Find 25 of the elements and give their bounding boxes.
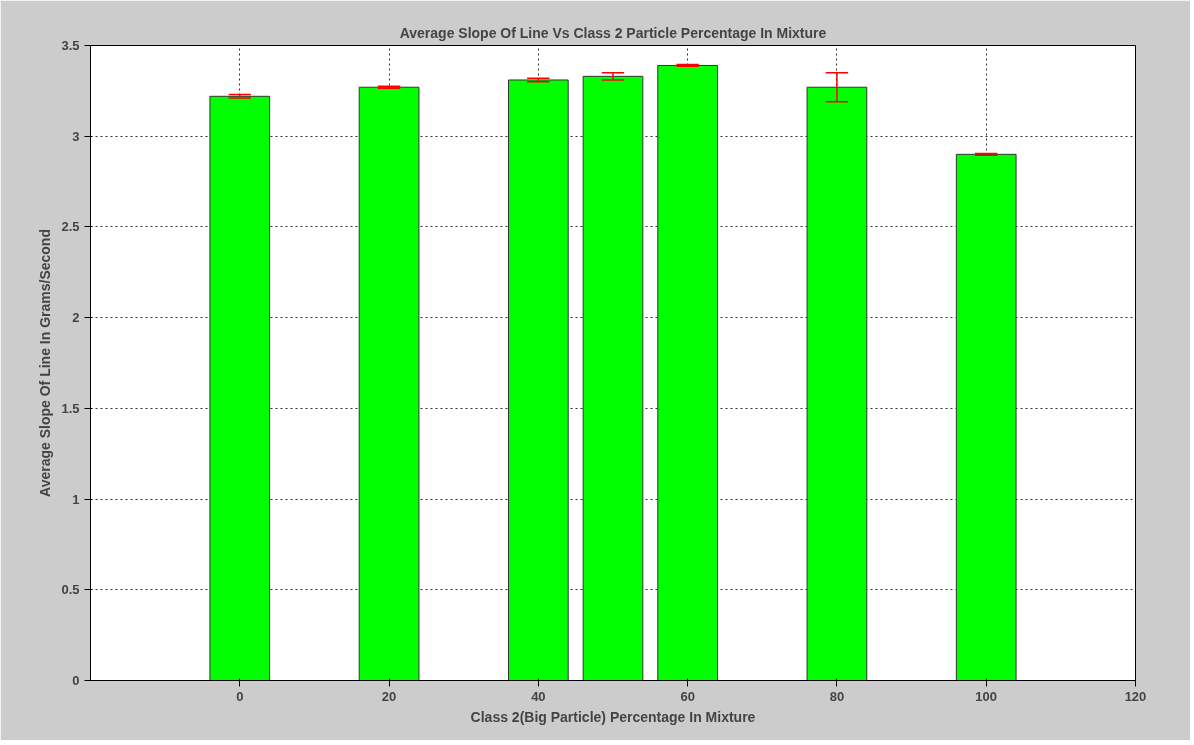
x-tick-label: 20: [381, 688, 397, 704]
y-tick-label: 2: [72, 310, 80, 326]
x-tick-label: 120: [1124, 688, 1147, 704]
y-tick-label: 3.5: [61, 38, 80, 53]
x-tick-label: 60: [680, 688, 695, 704]
y-tick-label: 1: [72, 491, 80, 507]
y-tick-label: 2.5: [61, 219, 80, 235]
bar: [358, 86, 420, 681]
bar: [955, 153, 1017, 681]
y-tick-label: 0: [72, 673, 80, 688]
y-tick-label: 0.5: [61, 582, 80, 598]
bar: [582, 75, 644, 681]
x-tick-label: 80: [829, 688, 845, 704]
x-axis-title: Class 2(Big Particle) Percentage In Mixture: [470, 708, 756, 725]
bar: [657, 64, 718, 681]
x-tick-label: 0: [236, 688, 244, 704]
chart-title: Average Slope Of Line Vs Class 2 Particle Percentage In Mixture: [399, 24, 827, 41]
y-axis-title: Average Slope Of Line In Grams/Second: [37, 229, 54, 497]
x-tick-label: 40: [531, 688, 546, 704]
y-tick-label: 1.5: [61, 400, 80, 416]
x-tick-label: 100: [975, 688, 998, 704]
bar: [508, 79, 569, 681]
y-tick-label: 3: [72, 128, 80, 144]
bar: [209, 95, 271, 681]
bar: [806, 86, 868, 681]
